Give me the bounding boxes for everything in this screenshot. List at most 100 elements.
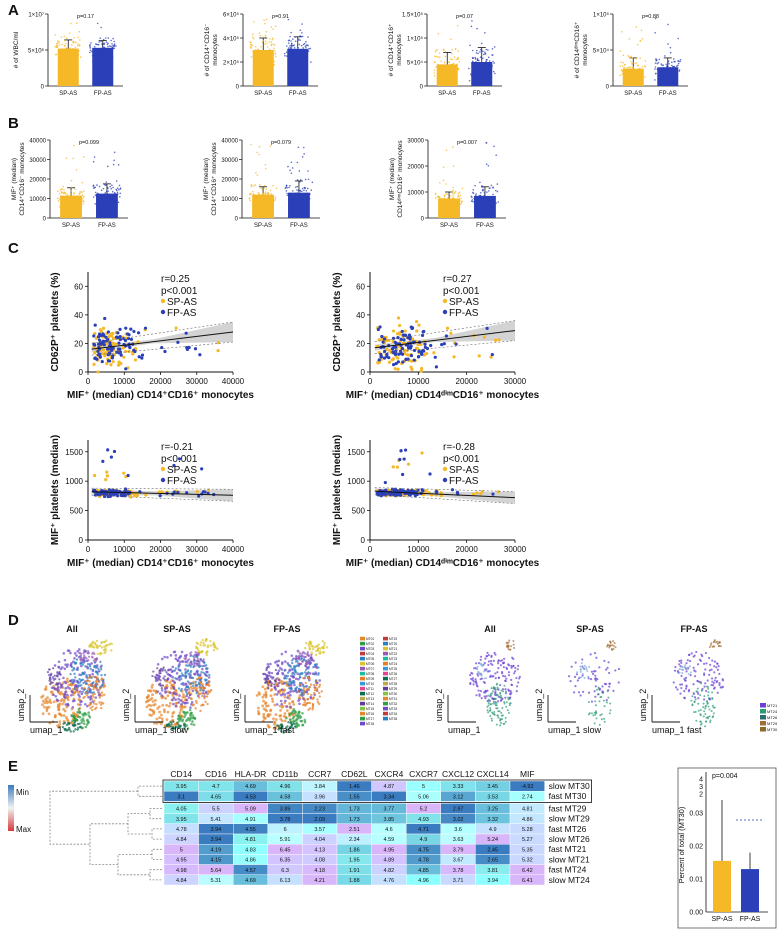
umap-cell <box>497 716 500 719</box>
legend-label: MT02 <box>366 642 374 646</box>
heatmap-cell-value: 3.25 <box>487 807 498 813</box>
panel-b-chart-1-dot <box>63 189 65 191</box>
umap-cell <box>164 697 168 700</box>
panel-b-chart-2-dot <box>302 146 305 149</box>
umap-cell <box>178 694 181 697</box>
umap-cell <box>84 649 88 653</box>
umap-cell <box>190 676 193 679</box>
panel-b-chart-2-dot <box>272 195 274 198</box>
panel-c-chart-4-point <box>491 492 495 496</box>
panel-b-chart-1-dot <box>115 198 117 201</box>
panel-a-chart-1-dot <box>104 37 107 39</box>
umap-cell <box>315 683 318 687</box>
panel-c-chart-1-point <box>163 349 167 354</box>
umap-cell <box>306 697 310 701</box>
panel-c-chart-4-point <box>416 488 420 492</box>
panel-a-chart-3-dot <box>475 65 477 68</box>
dendrogram-branch <box>127 813 152 835</box>
panel-a-chart-4-dot <box>672 80 675 83</box>
umap-cell <box>308 701 312 705</box>
panel-a-chart-1-dot <box>76 45 79 47</box>
panel-b-chart-1-dot <box>94 202 97 205</box>
panel-a-chart-2-dot <box>271 49 273 52</box>
panel-b-chart-3-dot <box>445 193 447 195</box>
umap-cell <box>269 689 273 692</box>
legend-label: MT05 <box>366 657 374 661</box>
panel-b-chart-1-dot <box>119 192 122 195</box>
panel-c-chart-2-point <box>396 356 400 360</box>
legend-label: MT30 <box>389 692 397 696</box>
umap-cell <box>188 719 191 722</box>
panel-a-chart-2-dot <box>270 26 273 28</box>
panel-a-chart-4-dot <box>630 61 632 63</box>
umap-cell <box>277 669 281 673</box>
panel-a-chart-3-dot <box>469 44 471 47</box>
umap-cell <box>86 688 90 691</box>
panel-a-chart-3-dot <box>484 51 486 53</box>
umap-cell <box>81 712 84 716</box>
panel-c-chart-1-point <box>118 334 122 339</box>
umap-cell <box>707 694 710 697</box>
umap-cell <box>476 668 479 671</box>
umap-cell <box>76 710 79 714</box>
umap-cell <box>160 689 164 692</box>
panel-b-chart-2-ytick-label: 0 <box>235 217 239 223</box>
umap-cell <box>503 679 507 682</box>
umap-cell <box>617 667 621 671</box>
umap-cell <box>707 697 710 700</box>
heatmap-cell-value: 4.9 <box>420 837 428 843</box>
panel-a-chart-3-dot <box>457 67 460 70</box>
panel-c-chart-2-point <box>432 351 436 355</box>
umap-cell <box>684 687 688 690</box>
umap-cell <box>680 659 683 662</box>
panel-c-chart-1-point <box>118 327 122 331</box>
umap-cell <box>190 701 194 704</box>
umap-cell <box>71 706 75 709</box>
panel-b-chart-3-ytick-label: 20000 <box>407 165 424 171</box>
panel-c-chart-2-ytick-label: 0 <box>361 368 366 377</box>
panel-a-chart-2-dot <box>270 41 272 43</box>
umap-cell <box>471 677 474 680</box>
panel-c-chart-4-xlabel: MIF⁺ (median) CD14ᵈⁱᵐCD16⁺ monocytes <box>346 558 540 569</box>
umap-cell <box>469 677 473 681</box>
panel-a-chart-4-dot <box>654 66 657 68</box>
dendrogram-branch <box>49 790 138 845</box>
panel-a-chart-3-dot <box>451 58 453 61</box>
panel-c-chart-1-point <box>198 353 202 357</box>
umap-cell <box>93 686 96 689</box>
umap-cell <box>718 672 721 675</box>
panel-a-chart-3-ylabel2: monocytes <box>396 34 403 66</box>
umap-cell <box>685 670 688 673</box>
panel-a-chart-2-dot <box>268 48 271 51</box>
umap-cell <box>315 645 319 648</box>
panel-c-chart-1-point <box>111 360 115 364</box>
panel-b-chart-3-dot <box>461 200 464 203</box>
umap-cell <box>294 657 297 660</box>
panel-a-chart-3-dot <box>433 55 436 57</box>
panel-a-chart-4-dot <box>640 81 643 84</box>
panel-c-chart-3-point <box>176 490 180 494</box>
panel-a-chart-4-dot <box>628 55 630 58</box>
panel-a-chart-4-dot <box>671 72 674 75</box>
panel-a-chart-4-dot <box>677 64 679 67</box>
panel-b-chart-1-dot <box>119 188 122 190</box>
panel-b-chart-3-dot <box>479 200 482 203</box>
panel-c-chart-1-point <box>127 333 131 337</box>
umap-cell <box>503 722 506 725</box>
panel-b-chart-2-dot <box>285 186 287 189</box>
panel-b-chart-2-dot <box>296 201 298 204</box>
panel-b-chart-2-ytick-label: 20000 <box>221 178 238 184</box>
umap-cell <box>570 665 573 668</box>
panel-b-chart-2-dot <box>264 200 266 203</box>
umap-cell <box>475 682 478 685</box>
heatmap-cell-value: 6.42 <box>522 868 533 874</box>
panel-a-chart-2-dot <box>271 38 274 41</box>
umap-cell <box>78 710 82 714</box>
panel-b-chart-2-dot <box>289 192 292 195</box>
panel-b-chart-2-dot <box>261 189 264 191</box>
umap-cell <box>91 705 94 708</box>
umap-cell <box>319 650 322 653</box>
umap-cell <box>202 658 205 661</box>
panel-a-chart-4-dot <box>637 73 640 75</box>
umap-cell <box>91 708 94 712</box>
